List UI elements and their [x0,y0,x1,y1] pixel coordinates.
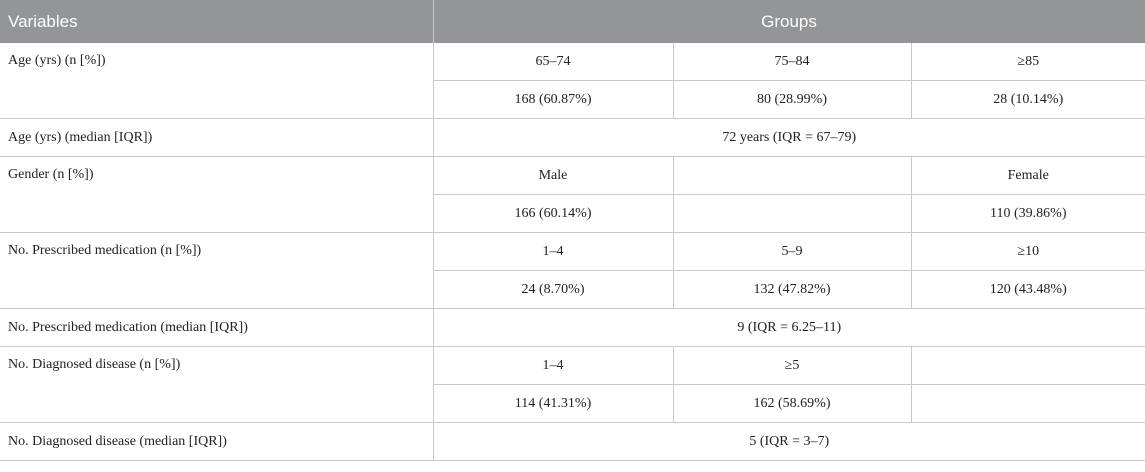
table-header-row: Variables Groups [0,0,1145,43]
header-variables: Variables [0,0,434,43]
table-row: 166 (60.14%) 110 (39.86%) [0,194,1145,233]
group-label: 65–74 [432,43,674,81]
row-label-medication-n: No. Prescribed medication (n [%]) [0,232,434,309]
row-label-gender: Gender (n [%]) [0,156,434,233]
table-row: No. Prescribed medication (n [%]) 1–4 5–… [0,232,1145,309]
table-row: 24 (8.70%) 132 (47.82%) 120 (43.48%) [0,270,1145,309]
table-row: No. Diagnosed disease (median [IQR]) 5 (… [0,422,1145,461]
group-label: 1–4 [432,346,674,385]
table-row: Age (yrs) (n [%]) 65–74 75–84 ≥85 [0,43,1145,119]
cell-value: 72 years (IQR = 67–79) [432,118,1145,157]
row-label-disease-n: No. Diagnosed disease (n [%]) [0,346,434,423]
table-row: No. Diagnosed disease (n [%]) 1–4 ≥5 [0,346,1145,423]
table-row: 168 (60.87%) 80 (28.99%) 28 (10.14%) [0,80,1145,119]
row-label-age-median: Age (yrs) (median [IQR]) [0,118,434,157]
cell-value: 162 (58.69%) [672,384,912,423]
group-label: Female [910,156,1145,195]
cell-value: 166 (60.14%) [433,194,674,233]
group-label: ≥5 [672,346,912,385]
group-label: 5–9 [672,232,912,271]
cell-value [672,194,912,233]
cell-value: 24 (8.70%) [433,270,674,309]
group-label: ≥85 [910,43,1145,81]
cell-value: 110 (39.86%) [910,194,1145,233]
group-label [910,346,1145,385]
cell-value: 168 (60.87%) [433,80,674,119]
cell-value: 132 (47.82%) [672,270,912,309]
group-label: ≥10 [910,232,1145,271]
row-label-medication-median: No. Prescribed medication (median [IQR]) [0,308,434,347]
group-label [672,156,912,195]
table-row: Gender (n [%]) Male Female [0,156,1145,233]
cell-value: 28 (10.14%) [910,80,1145,119]
row-label-disease-median: No. Diagnosed disease (median [IQR]) [0,422,434,461]
header-groups: Groups [433,0,1145,43]
characteristics-table: Variables Groups Age (yrs) (n [%]) 65–74… [0,0,1145,461]
cell-value: 9 (IQR = 6.25–11) [432,308,1145,347]
cell-value: 80 (28.99%) [672,80,912,119]
cell-value [910,384,1145,423]
group-label: Male [432,156,674,195]
cell-value: 5 (IQR = 3–7) [432,422,1145,461]
cell-value: 114 (41.31%) [433,384,674,423]
row-label-age-n: Age (yrs) (n [%]) [0,43,434,119]
table-row: No. Prescribed medication (median [IQR])… [0,308,1145,347]
group-label: 75–84 [672,43,912,81]
group-label: 1–4 [432,232,674,271]
cell-value: 120 (43.48%) [910,270,1145,309]
table-row: 114 (41.31%) 162 (58.69%) [0,384,1145,423]
table-row: Age (yrs) (median [IQR]) 72 years (IQR =… [0,118,1145,157]
